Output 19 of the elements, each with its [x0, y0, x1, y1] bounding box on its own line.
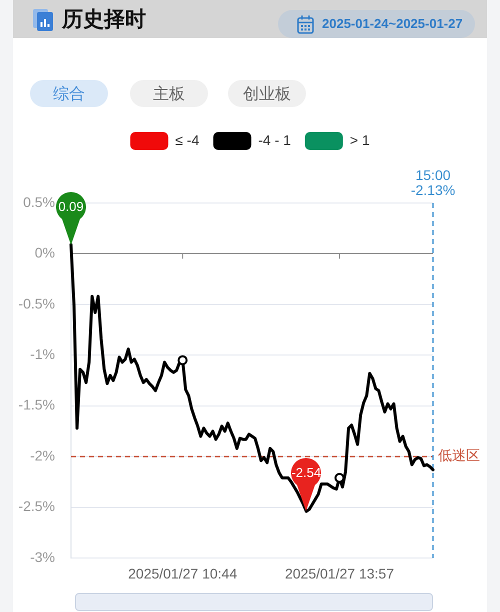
annotation: 0.09	[58, 198, 84, 214]
legend-label: -4 - 1	[258, 132, 292, 148]
legend-label: > 1	[350, 132, 370, 148]
y-tick-label: -2%	[30, 447, 55, 464]
y-tick-label: -2.5%	[18, 498, 55, 514]
chart-title: 历史择时	[62, 6, 146, 33]
chart-subtitle: 2025-01-24~2025-01-27	[322, 16, 463, 32]
ref-line-label: 低迷区	[438, 448, 480, 464]
y-tick-label: -3%	[30, 548, 55, 565]
x-tick-label: 2025/01/27 10:44	[128, 565, 238, 582]
text: 15:00 -2.13%	[410, 167, 456, 198]
annotation: -2.54	[290, 465, 322, 482]
y-tick-label: 0.5%	[23, 194, 55, 210]
y-tick-label: 0%	[34, 244, 55, 261]
y-tick-label: -1.5%	[18, 396, 55, 413]
y-tick-label: -0.5%	[18, 295, 55, 312]
y-tick-label: -1%	[30, 346, 55, 362]
legend-label: ≤ -4	[175, 132, 200, 148]
x-tick-label: 2025/01/27 13:57	[284, 565, 394, 582]
